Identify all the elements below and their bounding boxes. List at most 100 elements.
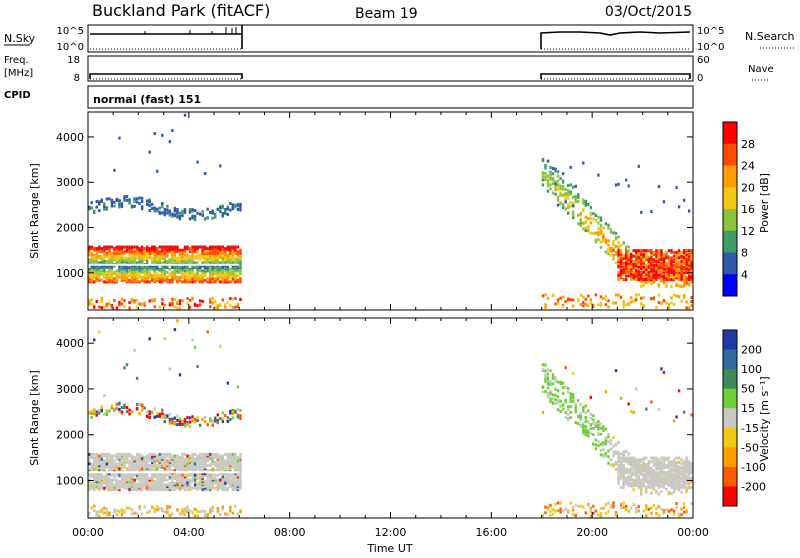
echo-cell (544, 390, 547, 394)
echo-cell (198, 212, 202, 216)
echo-cell (125, 275, 129, 279)
echo-cell (687, 258, 691, 262)
echo-cell (95, 300, 98, 304)
echo-cell (577, 195, 580, 199)
echo-cell (617, 254, 620, 258)
echo-cell (635, 263, 638, 267)
echo-cell (657, 260, 661, 264)
echo-cell (138, 468, 141, 472)
echo-cell (115, 255, 119, 259)
echo-cell (216, 457, 219, 461)
echo-cell (128, 465, 131, 469)
echo-cell (110, 272, 114, 276)
echo-cell (680, 256, 683, 260)
echo-cell (158, 258, 161, 262)
echo-cell (186, 465, 189, 469)
echo-cell (186, 488, 189, 492)
echo-cell (224, 247, 227, 251)
echo-cell (181, 422, 184, 426)
echo-cell (98, 408, 101, 412)
echo-cell (239, 280, 242, 284)
echo-cell (178, 277, 182, 281)
echo-cell (685, 510, 688, 514)
echo-cell (161, 464, 164, 468)
echo-cell (133, 266, 136, 270)
echo-cell (675, 276, 678, 280)
echo-cell (597, 420, 600, 424)
x-tick-label: 16:00 (475, 526, 507, 539)
echo-cell (203, 460, 207, 464)
echo-cell (176, 300, 179, 304)
echo-cell (203, 420, 207, 424)
echo-cell (619, 505, 623, 509)
echo-cell (135, 278, 139, 282)
echo-cell (188, 277, 192, 281)
echo-cell (158, 206, 161, 210)
echo-cell (635, 298, 638, 302)
echo-cell (604, 503, 608, 507)
echo-cell (158, 457, 161, 461)
echo-cell (203, 269, 207, 273)
echo-cell (88, 247, 91, 251)
echo-cell (191, 259, 194, 263)
velocity-colorbar-swatch (723, 447, 737, 468)
echo-cell (211, 486, 214, 490)
echo-cell (161, 508, 164, 512)
echo-cell (98, 462, 101, 466)
echo-cell (652, 504, 656, 508)
echo-cell (156, 411, 159, 415)
echo-cell (604, 451, 608, 455)
velocity-colorbar-label: Velocity [m s⁻¹] (758, 376, 771, 461)
station-title: Buckland Park (fitACF) (92, 1, 270, 20)
echo-cell (236, 280, 240, 284)
echo-cell (599, 216, 603, 220)
echo-cell (236, 512, 240, 516)
echo-cell (186, 280, 189, 284)
echo-cell (614, 261, 618, 265)
echo-cell (128, 201, 131, 205)
echo-cell (145, 280, 149, 284)
echo-cell (133, 457, 136, 461)
echo-cell (173, 472, 177, 476)
echo-cell (108, 478, 111, 482)
echo-cell (198, 460, 202, 464)
echo-cell (579, 424, 582, 428)
echo-cell (635, 484, 638, 488)
echo-cell (135, 488, 139, 492)
echo-cell (118, 407, 121, 411)
echo-cell (566, 190, 570, 194)
echo-cell (138, 266, 141, 270)
echo-cell (201, 459, 204, 463)
echo-cell (221, 204, 225, 208)
echo-cell (163, 210, 167, 214)
echo-cell (178, 488, 182, 492)
echo-cell (579, 414, 582, 418)
echo-cell (125, 481, 129, 485)
echo-cell (236, 413, 240, 417)
echo-cell (173, 460, 177, 464)
echo-cell (183, 280, 187, 284)
echo-cell (617, 260, 620, 264)
echo-cell (214, 478, 217, 482)
velocity-colorbar-tick: 50 (741, 383, 755, 396)
echo-cell (224, 468, 227, 472)
nave-tick-top: 60 (697, 55, 710, 66)
echo-cell (166, 415, 169, 419)
echo-cell (642, 261, 645, 265)
echo-cell (128, 472, 131, 476)
echo-cell (637, 485, 640, 489)
echo-cell (635, 467, 638, 471)
echo-cell (171, 297, 174, 301)
echo-cell (206, 468, 209, 472)
echo-cell (166, 504, 169, 508)
echo-cell (629, 256, 633, 260)
echo-cell (221, 272, 225, 276)
echo-cell (209, 481, 212, 485)
echo-cell (655, 478, 658, 482)
echo-cell (672, 509, 676, 513)
echo-cell (229, 297, 232, 301)
echo-cell (113, 473, 116, 477)
echo-cell (128, 476, 131, 480)
echo-cell (133, 200, 136, 204)
echo-cell (90, 259, 93, 263)
